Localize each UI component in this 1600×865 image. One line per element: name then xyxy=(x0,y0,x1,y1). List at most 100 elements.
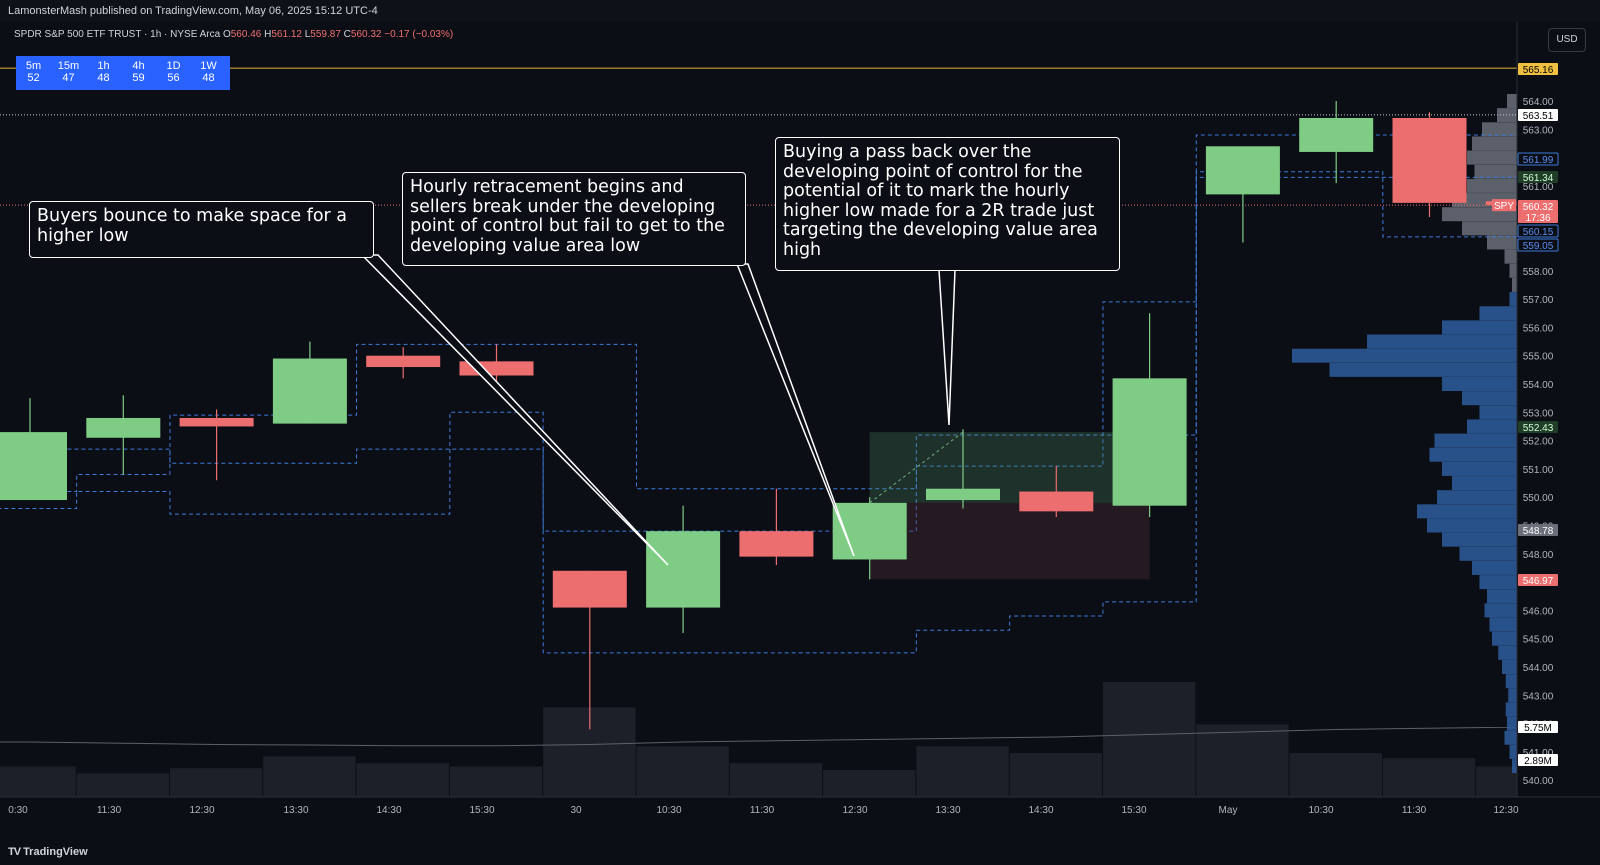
price-label-tag xyxy=(1518,211,1558,223)
price-label-text: 17:36 xyxy=(1525,213,1550,224)
publish-header: LamonsterMash published on TradingView.c… xyxy=(0,0,1600,22)
volume-profile-bar xyxy=(1512,277,1517,292)
volume-bar xyxy=(729,763,823,797)
callout-buyers-bounce[interactable]: Buyers bounce to make space for a higher… xyxy=(29,201,374,258)
volume-profile-bar xyxy=(1487,235,1517,250)
volume-profile-bar xyxy=(1462,221,1517,236)
volume-profile-bar xyxy=(1505,702,1517,717)
price-label-text: 563.51 xyxy=(1523,111,1554,122)
volume-profile-bar xyxy=(1502,660,1517,674)
candle-body xyxy=(366,355,441,368)
price-label-tag xyxy=(1517,238,1559,252)
rsi-cell-5m: 5m 52 xyxy=(16,56,51,90)
volume-profile-bar xyxy=(1479,575,1517,590)
volume-profile-bar xyxy=(1504,249,1517,264)
time-tick-label: 14:30 xyxy=(376,805,401,816)
price-label-text: 565.16 xyxy=(1523,65,1554,76)
rsi-value: 48 xyxy=(202,72,215,84)
price-label-text: 546.97 xyxy=(1523,576,1554,587)
volume-profile-bar xyxy=(1292,348,1517,363)
time-tick-label: 12:30 xyxy=(842,805,867,816)
rsi-cell-4h: 4h 59 xyxy=(121,56,156,90)
price-tick-label: 545.00 xyxy=(1523,635,1554,646)
volume-bar xyxy=(76,773,169,797)
ohlc-open: 560.46 xyxy=(230,29,262,40)
symbol-tag-bg xyxy=(1492,199,1516,212)
ohlc-high-label: H xyxy=(264,29,272,40)
volume-profile-bar xyxy=(1498,645,1517,660)
volume-profile-bar xyxy=(1417,504,1517,519)
time-tick-label: 30 xyxy=(570,805,582,816)
price-label-text: 559.05 xyxy=(1523,241,1554,252)
price-label-tag xyxy=(1518,200,1558,212)
volume-bar xyxy=(1289,753,1382,797)
price-label-tag xyxy=(1517,152,1559,166)
rsi-value: 47 xyxy=(62,72,75,84)
footer-bar: TV TradingView xyxy=(0,842,1600,865)
volume-ma-line xyxy=(0,726,1523,747)
tradingview-brand[interactable]: TV TradingView xyxy=(8,846,88,858)
time-tick-label: 0:30 xyxy=(8,805,28,816)
volume-profile-bar xyxy=(1487,589,1517,604)
rsi-tf: 1W xyxy=(200,60,217,72)
volume-profile-bar xyxy=(1509,263,1517,278)
volume-profile-bar xyxy=(1508,688,1517,703)
price-label-tag xyxy=(1518,721,1558,733)
trade-line xyxy=(869,431,964,504)
callout-hourly-retracement[interactable]: Hourly retracement begins and sellers br… xyxy=(402,172,746,266)
volume-bar xyxy=(449,766,543,797)
time-tick-label: 10:30 xyxy=(1308,805,1333,816)
price-tick-label: 553.00 xyxy=(1523,408,1554,419)
time-tick-label: 13:30 xyxy=(935,805,960,816)
candle-body xyxy=(1392,117,1467,203)
candle-body xyxy=(179,417,254,427)
price-tick-label: 552.00 xyxy=(1523,437,1554,448)
price-tick-label: 543.00 xyxy=(1523,691,1554,702)
volume-profile-bar xyxy=(1479,306,1517,321)
volume-profile-bar xyxy=(1367,334,1517,349)
volume-bar xyxy=(1103,682,1196,797)
volume-profile-bar xyxy=(1507,94,1517,108)
symbol-name[interactable]: SPDR S&P 500 ETF TRUST · 1h · NYSE Arca xyxy=(14,29,221,40)
candle-body xyxy=(739,531,814,557)
rsi-cell-15m: 15m 47 xyxy=(51,56,86,90)
candle-body xyxy=(1112,378,1187,506)
price-tick-label: 548.00 xyxy=(1523,550,1554,561)
price-label-tag xyxy=(1518,754,1558,766)
publish-info: LamonsterMash published on TradingView.c… xyxy=(8,5,378,17)
rsi-table: 5m 52 15m 47 1h 48 4h 59 1D 56 1W 48 xyxy=(16,56,230,90)
volume-profile-bar xyxy=(1489,617,1517,632)
callout-buying-pass[interactable]: Buying a pass back over the developing p… xyxy=(775,137,1120,271)
volume-profile-bar xyxy=(1452,476,1517,491)
price-label-text: 560.15 xyxy=(1523,227,1554,238)
price-label-tag xyxy=(1518,63,1558,75)
time-tick-label: 15:30 xyxy=(469,805,494,816)
ohlc-open-label: O xyxy=(222,29,231,40)
time-tick-label: 11:30 xyxy=(1402,805,1427,816)
ohlc-low-label: L xyxy=(304,29,311,40)
volume-profile-bar xyxy=(1429,447,1517,462)
price-tick-label: 554.00 xyxy=(1523,380,1554,391)
volume-profile-bar xyxy=(1442,532,1517,547)
time-tick-label: 12:30 xyxy=(1493,805,1518,816)
volume-profile-bar xyxy=(1509,744,1517,759)
volume-profile-bar xyxy=(1504,730,1517,745)
volume-profile-bar xyxy=(1467,419,1517,434)
volume-profile-bar xyxy=(1512,759,1517,774)
price-tick-label: 555.00 xyxy=(1523,352,1554,363)
rsi-tf: 4h xyxy=(132,60,145,72)
trade-target-zone xyxy=(869,432,1150,503)
volume-profile-bar xyxy=(1442,461,1517,476)
price-change: −0.17 (−0.03%) xyxy=(384,29,454,40)
ohlc-low: 559.87 xyxy=(310,29,341,40)
candle-body xyxy=(86,417,161,438)
candle-body xyxy=(926,488,1000,501)
price-label-text: 552.43 xyxy=(1523,423,1554,434)
brand-name: TradingView xyxy=(23,846,88,858)
volume-profile-bar xyxy=(1507,716,1517,731)
price-label-tag xyxy=(1518,171,1558,183)
rsi-cell-1h: 1h 48 xyxy=(86,56,121,90)
price-tick-label: 540.00 xyxy=(1523,776,1554,787)
price-label-text: 548.78 xyxy=(1523,526,1554,537)
currency-button[interactable]: USD xyxy=(1548,28,1586,52)
